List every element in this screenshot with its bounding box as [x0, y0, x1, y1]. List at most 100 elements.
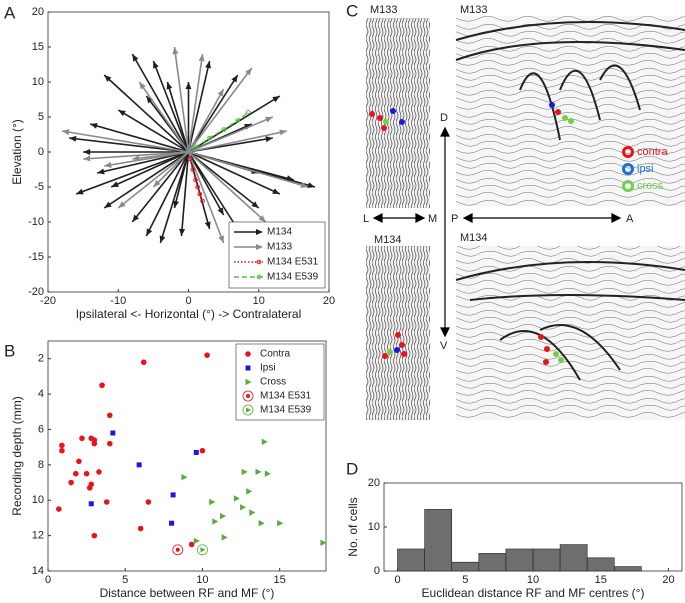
arrow: [187, 67, 253, 153]
arrow-head: [83, 149, 91, 155]
arrow-shaft: [131, 151, 190, 223]
marker: [99, 382, 105, 389]
arrow: [68, 135, 189, 153]
marker: [91, 532, 98, 539]
point: [220, 512, 227, 520]
image-title: M133: [370, 4, 398, 16]
point: [76, 458, 82, 465]
point: [106, 440, 113, 447]
arrow: [117, 109, 189, 153]
arrow-shaft: [117, 151, 189, 209]
marker: [56, 506, 62, 512]
direction-label: D: [440, 112, 448, 124]
arrow-head: [104, 201, 112, 208]
x-tick-label: 10: [196, 574, 208, 586]
marker: [277, 520, 284, 527]
marker: [245, 365, 251, 371]
point: [172, 544, 184, 556]
marker: [261, 438, 268, 446]
point: [241, 468, 248, 476]
arrow-head: [172, 47, 179, 55]
arrow: [187, 151, 225, 244]
arrow: [103, 74, 190, 153]
arrow: [187, 88, 225, 153]
arrow-shaft: [159, 151, 190, 244]
legend: M134 M133 M134 E531 M134 E539: [228, 221, 326, 289]
arrow: [138, 81, 190, 153]
marker: [169, 520, 175, 526]
x-tick-label: -10: [110, 295, 126, 307]
x-axis-label: Euclidean distance RF and MF centres (°): [422, 586, 645, 600]
point: [170, 492, 176, 498]
point: [59, 447, 65, 454]
y-tick-label: 0: [374, 565, 380, 577]
marker-ring: [172, 544, 184, 556]
marker: [137, 525, 144, 532]
point: [187, 156, 193, 162]
arrow: [110, 151, 189, 188]
arrow: [185, 82, 192, 152]
legend-ring: [622, 146, 634, 158]
marker: [140, 359, 147, 366]
point: [264, 470, 271, 477]
point: [110, 430, 116, 436]
point: [245, 109, 251, 115]
y-axis-label: No. of cells: [346, 497, 360, 556]
bar: [424, 509, 453, 572]
y-tick-label: -10: [28, 216, 44, 228]
arrow-head: [166, 82, 173, 90]
marker-ring: [242, 404, 254, 416]
point: [204, 352, 210, 358]
arrow: [188, 151, 309, 188]
arrow: [187, 60, 211, 153]
y-tick-label: 20: [368, 477, 380, 489]
marker: [255, 468, 262, 476]
point: [96, 469, 102, 475]
point: [207, 135, 212, 141]
point: [255, 468, 262, 476]
arrow-head: [198, 54, 205, 62]
y-tick-label: 15: [32, 41, 44, 53]
arrow: [188, 129, 288, 153]
y-tick-label: -15: [28, 251, 44, 263]
arrow-shaft: [187, 67, 253, 153]
marker: [188, 541, 195, 548]
marker: [73, 470, 79, 477]
point: [261, 438, 268, 446]
legend-label: Contra: [260, 349, 290, 360]
marker: [96, 469, 102, 475]
legend-box: [235, 343, 325, 421]
point: [88, 501, 94, 507]
arrow: [188, 151, 260, 209]
point: [56, 506, 62, 512]
image-contour: [455, 21, 685, 141]
point: [136, 462, 142, 468]
arrow-head: [76, 188, 84, 195]
marker: [212, 518, 219, 525]
arrow: [159, 151, 190, 244]
arrow-head: [231, 75, 238, 83]
legend-label: M134 E539: [267, 272, 319, 283]
x-tick-label: 10: [527, 574, 539, 586]
marker: [68, 479, 74, 486]
point: [197, 544, 208, 556]
y-tick-label: 12: [32, 530, 44, 542]
y-tick-label: 8: [38, 459, 44, 471]
x-tick-label: 0: [185, 295, 191, 307]
point: [209, 498, 216, 506]
arrow-head: [173, 200, 180, 208]
arrow-head: [218, 235, 224, 243]
legend-label: ipsi: [637, 163, 654, 175]
arrow: [103, 151, 189, 209]
arrow: [131, 53, 190, 153]
legend-ring: [622, 163, 634, 175]
arrow-shaft: [188, 151, 260, 209]
arrow-shaft: [180, 151, 190, 237]
point: [193, 537, 200, 545]
legend: Contra Ipsi Cross M134 E531 M134 E539: [235, 343, 325, 421]
arrow-shaft: [68, 137, 189, 153]
arrow-shaft: [138, 81, 190, 153]
plot-frame: [47, 340, 327, 572]
marker: [193, 537, 200, 545]
